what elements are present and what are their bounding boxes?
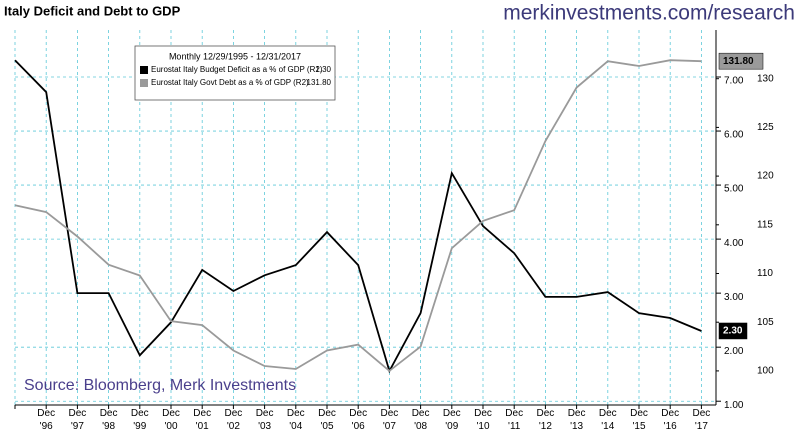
y-tick-label: 3.00	[724, 292, 744, 303]
legend-swatch	[140, 79, 148, 87]
x-tick-label: Dec '17	[692, 408, 711, 432]
legend-value: 131.80	[307, 78, 332, 87]
last-value-label: 2.30	[723, 326, 743, 337]
x-tick-label: Dec '15	[630, 408, 648, 432]
y-tick-label: 6.00	[724, 130, 744, 141]
y-tick-label: 2.00	[724, 346, 744, 357]
x-tick-label: Dec '10	[474, 408, 492, 432]
x-tick-label: Dec '00	[162, 408, 180, 432]
line-series	[14, 59, 702, 374]
x-tick-label: Dec '09	[442, 408, 461, 432]
y-tick-label: 7.00	[724, 76, 744, 87]
y-tick-label: 5.00	[724, 184, 744, 195]
last-value-label: 131.80	[723, 56, 754, 67]
x-tick-label: Dec '98	[99, 408, 118, 432]
x-tick-label: Dec '06	[349, 408, 368, 432]
x-tick-label: Dec '13	[567, 408, 586, 432]
source-note: Source: Bloomberg, Merk Investments	[24, 377, 296, 394]
y2-tick-label: 110	[757, 268, 773, 279]
header-note: merkinvestments.com/research	[503, 2, 795, 25]
x-tick-label: Dec '02	[224, 408, 243, 432]
x-tick-label: Dec '01	[193, 408, 212, 432]
last-value-tag	[718, 52, 764, 70]
y2-tick-label: 105	[757, 317, 774, 328]
y2-tick-label: 120	[757, 171, 774, 182]
legend-label: Eurostat Italy Govt Debt as a % of GDP (…	[151, 78, 309, 87]
x-tick-label: Dec '04	[286, 408, 305, 432]
y2-tick-label: 130	[757, 73, 774, 84]
x-tick-label: Dec '97	[68, 408, 87, 432]
x-tick-label: Dec '14	[598, 408, 617, 432]
line-series	[14, 59, 702, 373]
x-tick-label: Dec '96	[37, 408, 56, 432]
x-tick-label: Dec '16	[661, 408, 680, 432]
x-tick-label: Dec '99	[130, 408, 149, 432]
last-value-tag	[718, 322, 748, 340]
y-tick-label: 4.00	[724, 238, 744, 249]
x-tick-label: Dec '12	[536, 408, 555, 432]
x-tick-label: Dec '11	[505, 408, 524, 432]
chart-title: Italy Deficit and Debt to GDP	[4, 3, 181, 18]
y2-tick-label: 125	[757, 122, 774, 133]
legend-box	[134, 45, 336, 101]
x-tick-label: Dec '05	[318, 408, 336, 432]
x-tick-label: Dec '07	[380, 408, 399, 432]
y-tick-label: 1.00	[724, 400, 744, 411]
y2-tick-label: 100	[757, 366, 774, 377]
legend-label: Eurostat Italy Budget Deficit as a % of …	[151, 65, 323, 74]
legend-swatch	[140, 66, 148, 74]
x-tick-label: Dec '08	[411, 408, 430, 432]
x-tick-label: Dec '03	[255, 408, 274, 432]
y2-tick-label: 115	[757, 219, 773, 230]
legend-title: Monthly 12/29/1995 - 12/31/2017	[169, 51, 301, 61]
legend-value: 2.30	[315, 65, 331, 74]
